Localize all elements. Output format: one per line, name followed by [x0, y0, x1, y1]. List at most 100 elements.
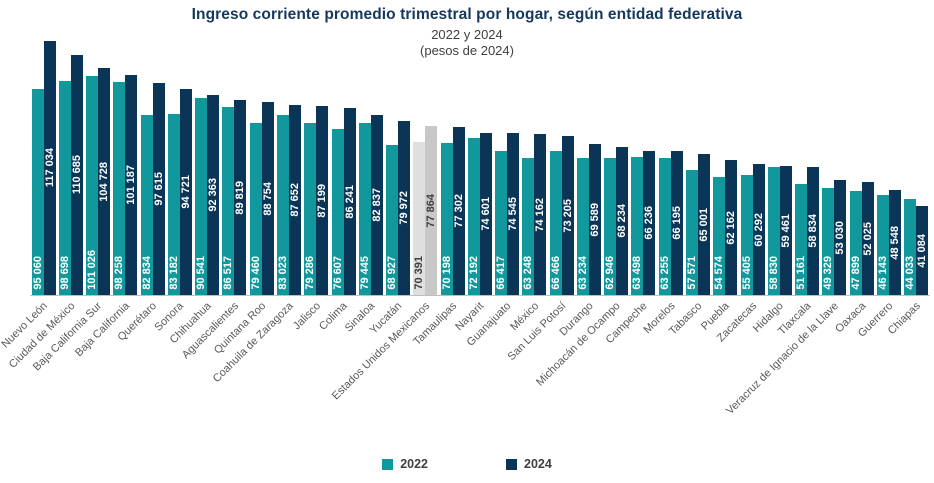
- bar-value-label: 82 837: [370, 188, 383, 222]
- bar-group-yucatan: 68 927 79 972 Yucatán: [368, 42, 411, 337]
- bar-group-chihuahua: 90 541 92 363 Chihuahua: [168, 42, 221, 346]
- bar-value-label: 52 025: [861, 221, 874, 256]
- bar-value-label: 74 601: [479, 197, 492, 231]
- bar-value-label: 63 248: [522, 256, 535, 290]
- bar-2022-chihuahua: 90 541: [195, 98, 208, 295]
- bar-value-label: 59 461: [779, 213, 792, 248]
- bar-2024-estados-unidos-mexicanos: 77 864: [425, 126, 438, 295]
- bar-2024-oaxaca: 52 025: [861, 182, 874, 295]
- bar-2022-baja-california: 98 258: [113, 82, 126, 295]
- bar-2022-oaxaca: 47 899: [849, 191, 862, 295]
- bar-group-baja-california: 98 258 101 187 Baja California: [73, 42, 139, 359]
- bar-2024-ciudad-de-mexico: 110 685: [70, 55, 83, 295]
- bar-2024-tlaxcala: 58 834: [807, 167, 820, 295]
- bar-value-label: 83 023: [277, 256, 290, 290]
- bar-2024-jalisco: 87 199: [316, 106, 329, 295]
- bar-pair: 54 574 62 162: [713, 160, 738, 295]
- bar-value-label: 47 899: [849, 256, 862, 290]
- bar-pair: 95 060 117 034: [31, 41, 56, 295]
- bar-value-label: 89 819: [234, 180, 247, 215]
- bar-2022-hidalgo: 58 830: [767, 167, 780, 295]
- bar-group-hidalgo: 58 830 59 461 Hidalgo: [751, 42, 793, 335]
- legend-swatch-2024: [506, 458, 517, 470]
- bar-pair: 86 517 89 819: [222, 100, 247, 295]
- bar-2024-nayarit: 74 601: [479, 133, 492, 295]
- bar-group-zacatecas: 55 405 60 292 Zacatecas: [715, 42, 766, 344]
- bar-group-estados-unidos-mexicanos: 70 391 77 864 Estados Unidos Mexicanos: [330, 42, 439, 402]
- bar-value-label: 88 754: [261, 181, 274, 216]
- bar-value-label: 90 541: [195, 256, 208, 290]
- bar-value-label: 92 363: [207, 178, 220, 212]
- bar-group-mexico: 63 248 74 162 México: [508, 42, 548, 333]
- bar-group-ciudad-de-mexico: 98 698 110 685 Ciudad de México: [7, 42, 84, 371]
- bar-value-label: 95 060: [31, 256, 44, 290]
- bar-2022-san-luis-potosi: 66 466: [549, 151, 562, 295]
- bar-value-label: 79 460: [249, 256, 262, 290]
- bar-value-label: 58 834: [807, 214, 820, 248]
- bar-value-label: 98 698: [58, 256, 71, 290]
- chart-title: Ingreso corriente promedio trimestral po…: [191, 6, 743, 23]
- bar-value-label: 79 445: [358, 256, 371, 290]
- bar-2024-guerrero: 48 548: [888, 190, 901, 295]
- bar-pair: 46 143 48 548: [876, 190, 901, 295]
- bar-group-puebla: 54 574 62 162 Puebla: [699, 42, 739, 333]
- bar-pair: 90 541 92 363: [195, 95, 220, 295]
- bar-value-label: 51 161: [795, 256, 808, 290]
- bar-2024-colima: 86 241: [343, 108, 356, 295]
- bar-group-tamaulipas: 70 198 77 302 Tamaulipas: [411, 42, 466, 348]
- bar-value-label: 117 034: [43, 148, 56, 188]
- bar-value-label: 66 195: [670, 206, 683, 240]
- bar-2022-durango: 63 234: [576, 158, 589, 295]
- bar-2022-estados-unidos-mexicanos: 70 391: [413, 142, 426, 295]
- bar-2024-michoacan-de-ocampo: 68 234: [616, 147, 629, 295]
- bar-value-label: 86 241: [343, 184, 356, 219]
- bar-pair: 82 834 97 615: [140, 83, 165, 295]
- bar-value-label: 101 026: [86, 250, 99, 290]
- bar-2022-aguascalientes: 86 517: [222, 107, 235, 295]
- bar-2022-quintana-roo: 79 460: [249, 123, 262, 295]
- bar-2022-tlaxcala: 51 161: [795, 184, 808, 295]
- bar-2024-tamaulipas: 77 302: [452, 127, 465, 295]
- bar-2024-queretaro: 97 615: [152, 83, 165, 295]
- bar-group-coahuila-de-zaragoza: 83 023 87 652 Coahuila de Zaragoza: [210, 42, 302, 385]
- bar-value-label: 79 286: [304, 256, 317, 290]
- bar-pair: 79 445 82 837: [358, 115, 383, 295]
- bar-pair: 63 248 74 162: [522, 134, 547, 295]
- bar-2024-durango: 69 589: [588, 144, 601, 295]
- bar-2022-veracruz-de-ignacio-de-la-llave: 49 329: [822, 188, 835, 295]
- bar-value-label: 44 033: [904, 256, 917, 290]
- bar-pair: 57 571 65 001: [686, 154, 710, 295]
- bar-2022-mexico: 63 248: [522, 158, 535, 295]
- legend-swatch-2022: [382, 458, 394, 470]
- bar-2022-tabasco: 57 571: [686, 170, 698, 295]
- bar-value-label: 63 234: [576, 256, 589, 290]
- bar-2022-guerrero: 46 143: [876, 195, 889, 295]
- bar-2022-ciudad-de-mexico: 98 698: [58, 81, 71, 295]
- bar-2024-baja-california-sur: 104 728: [98, 68, 111, 295]
- bar-value-label: 66 236: [643, 206, 656, 240]
- bar-2024-hidalgo: 59 461: [779, 166, 792, 295]
- bar-2024-campeche: 66 236: [643, 151, 656, 295]
- bar-value-label: 55 405: [740, 256, 753, 290]
- bar-pair: 55 405 60 292: [740, 164, 765, 295]
- bar-2024-sonora: 94 721: [179, 89, 192, 295]
- bar-pair: 79 460 88 754: [249, 102, 274, 295]
- bar-group-durango: 63 234 69 589 Durango: [557, 42, 602, 338]
- bar-2022-sinaloa: 79 445: [358, 123, 371, 295]
- bar-value-label: 98 258: [113, 256, 126, 290]
- bar-pair: 63 234 69 589: [576, 144, 601, 295]
- bar-value-label: 72 192: [467, 256, 480, 290]
- bar-value-label: 69 589: [588, 202, 601, 237]
- bar-value-label: 62 162: [725, 210, 738, 245]
- bar-2024-chiapas: 41 084: [916, 206, 929, 295]
- bar-pair: 62 946 68 234: [604, 147, 629, 295]
- bar-group-san-luis-potosi: 66 466 73 205 San Luis Potosí: [505, 42, 575, 363]
- bar-group-guanajuato: 66 417 74 545 Guanajuato: [465, 42, 521, 349]
- bar-value-label: 68 927: [386, 256, 399, 290]
- bar-pair: 79 286 87 199: [304, 106, 329, 295]
- bar-2022-tamaulipas: 70 198: [440, 143, 453, 295]
- bar-value-label: 77 864: [425, 193, 438, 228]
- bar-pair: 49 329 53 030: [822, 180, 847, 295]
- bar-group-nuevo-leon: 95 060 117 034 Nuevo León: [0, 41, 57, 350]
